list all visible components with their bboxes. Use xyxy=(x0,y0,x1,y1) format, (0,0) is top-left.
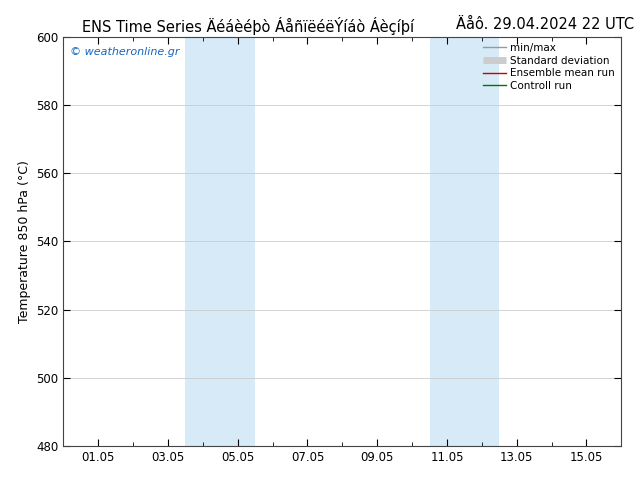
Legend: min/max, Standard deviation, Ensemble mean run, Controll run: min/max, Standard deviation, Ensemble me… xyxy=(480,40,618,94)
Bar xyxy=(429,37,500,446)
Bar xyxy=(185,37,255,446)
Text: Äåô. 29.04.2024 22 UTC: Äåô. 29.04.2024 22 UTC xyxy=(456,17,634,32)
Y-axis label: Temperature 850 hPa (°C): Temperature 850 hPa (°C) xyxy=(18,160,30,323)
Text: © weatheronline.gr: © weatheronline.gr xyxy=(70,47,179,57)
Text: ENS Time Series Äéáèéþò ÁåñïëéëÝíáò Áèçíþí: ENS Time Series Äéáèéþò ÁåñïëéëÝíáò Áèçí… xyxy=(82,17,415,35)
